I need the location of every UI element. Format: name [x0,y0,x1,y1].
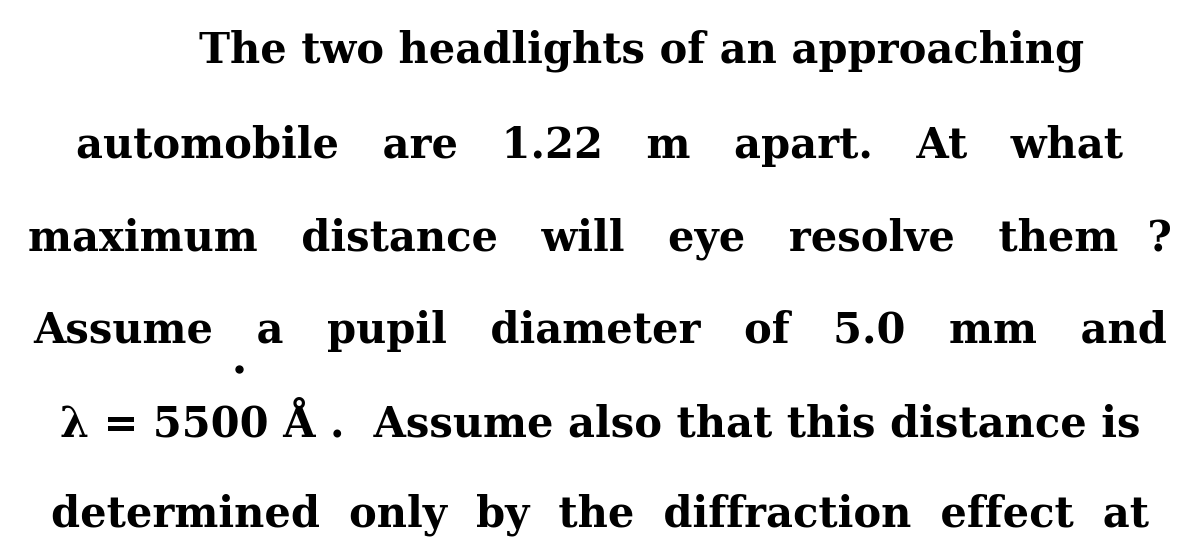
Text: automobile   are   1.22   m   apart.   At   what: automobile are 1.22 m apart. At what [77,124,1123,167]
Text: λ = 5500 Å .  Assume also that this distance is: λ = 5500 Å . Assume also that this dista… [60,403,1140,445]
Text: maximum   distance   will   eye   resolve   them  ?: maximum distance will eye resolve them ? [28,217,1172,260]
Text: determined  only  by  the  diffraction  effect  at: determined only by the diffraction effec… [50,493,1150,536]
Text: The two headlights of an approaching: The two headlights of an approaching [198,29,1084,72]
Text: Assume   a   pupil   diameter   of   5.0   mm   and: Assume a pupil diameter of 5.0 mm and [34,311,1166,352]
